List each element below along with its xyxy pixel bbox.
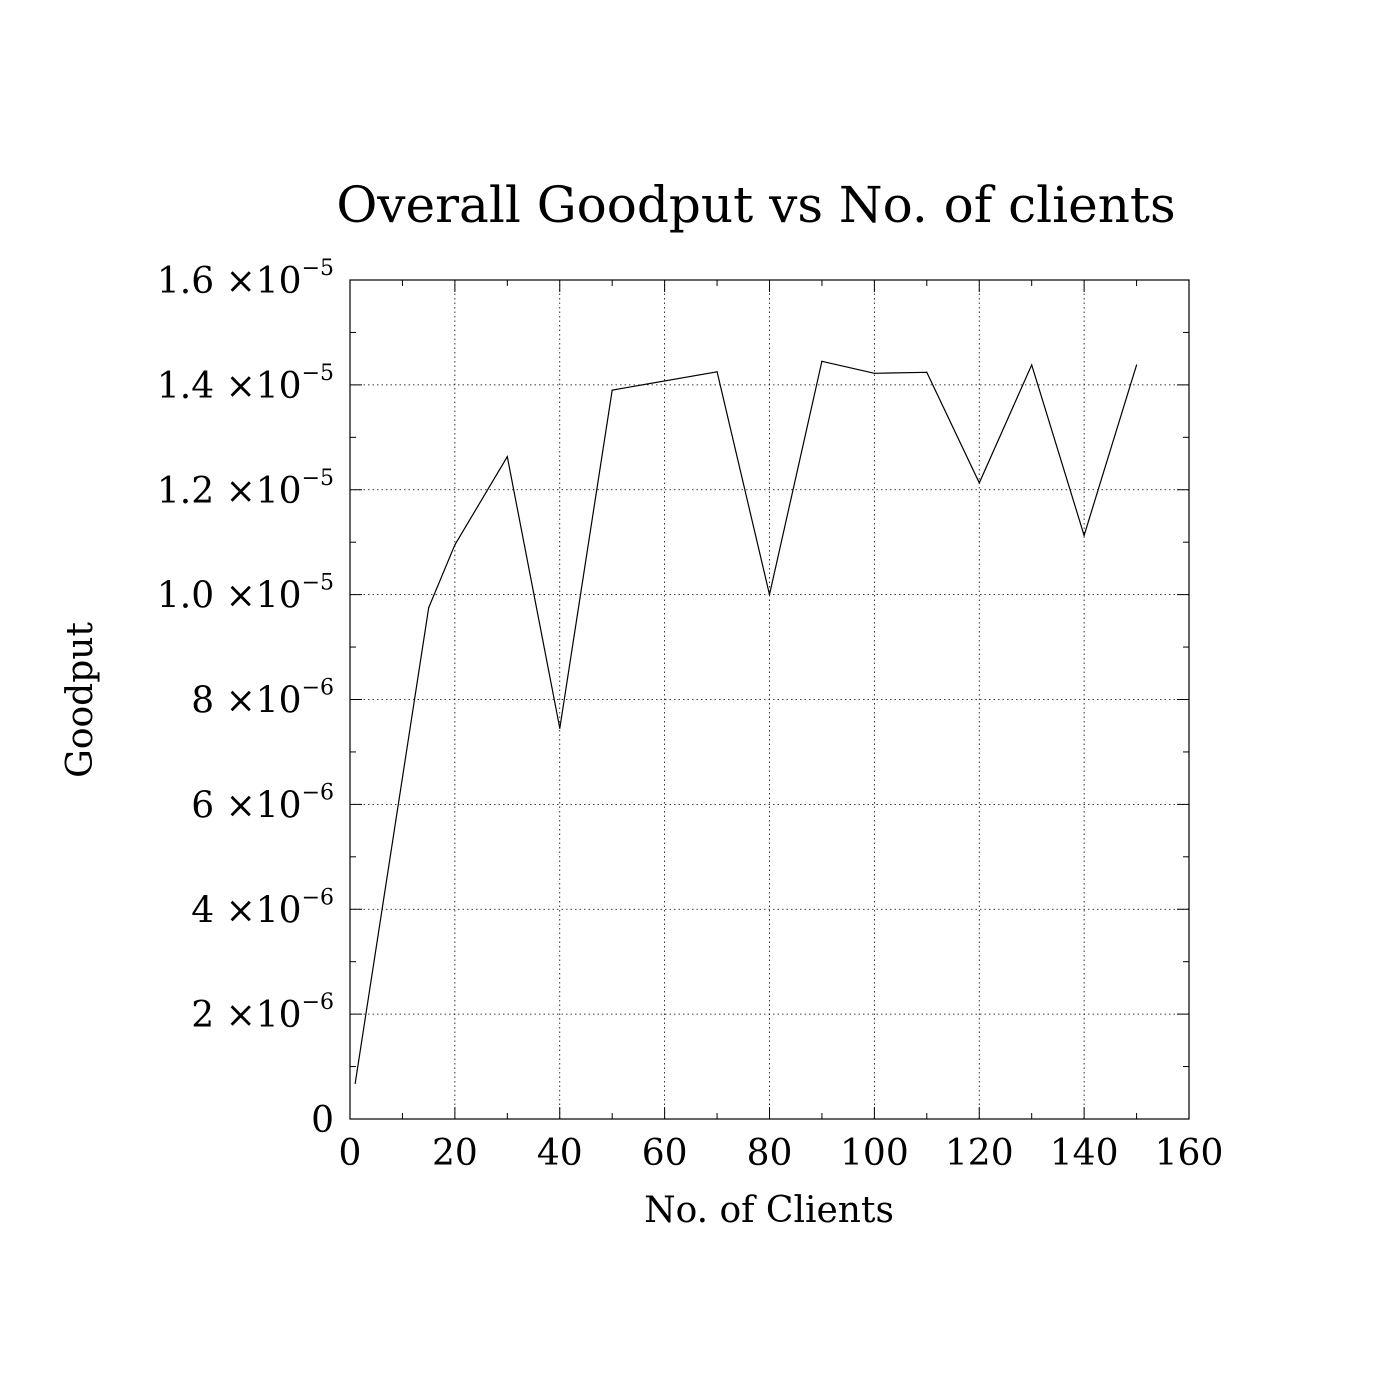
chart-title: Overall Goodput vs No. of clients (336, 176, 1175, 234)
data-point (873, 372, 875, 374)
data-point (978, 482, 980, 484)
x-axis-label: No. of Clients (644, 1190, 894, 1231)
data-point (428, 607, 430, 609)
y-tick-label: 0 (311, 1100, 334, 1141)
x-tick-label: 160 (1155, 1133, 1224, 1174)
data-point (926, 371, 928, 373)
x-tick-label: 120 (945, 1133, 1014, 1174)
data-point (1031, 364, 1033, 366)
y-tick-label: 4 ×10−6 (191, 885, 334, 931)
data-point (821, 360, 823, 362)
grid-lines (350, 280, 1189, 1119)
data-point (354, 1082, 356, 1084)
x-tick-labels: 0 20 40 60 80 100 120 140 160 (339, 1133, 1224, 1174)
x-tick-label: 100 (840, 1133, 909, 1174)
data-point (559, 727, 561, 729)
x-tick-label: 40 (537, 1133, 583, 1174)
y-tick-label: 6 ×10−6 (191, 780, 334, 826)
series-lines (354, 360, 1138, 1084)
y-axis-label: Goodput (60, 622, 101, 778)
x-tick-label: 20 (432, 1133, 478, 1174)
y-tick-label: 1.6 ×10−5 (157, 256, 334, 302)
x-tick-label: 60 (642, 1133, 688, 1174)
data-point (611, 389, 613, 391)
data-point (506, 456, 508, 458)
y-tick-label: 1.2 ×10−5 (157, 466, 334, 512)
y-tick-label: 1.0 ×10−5 (157, 571, 334, 617)
y-tick-labels: 0 2 ×10−6 4 ×10−6 6 ×10−6 8 ×10−6 1.0 ×10−5 1.… (157, 256, 334, 1141)
data-point (716, 371, 718, 373)
data-point (1083, 534, 1085, 536)
plot-frame (349, 279, 1190, 1120)
x-tick-label: 80 (747, 1133, 793, 1174)
data-point (1135, 364, 1138, 366)
data-point (768, 594, 771, 596)
data-point (454, 544, 456, 546)
y-tick-label: 1.4 ×10−5 (157, 361, 334, 407)
y-tick-label: 8 ×10−6 (191, 676, 334, 722)
x-tick-label: 0 (339, 1133, 362, 1174)
y-tick-label: 2 ×10−6 (191, 990, 334, 1036)
x-tick-label: 140 (1050, 1133, 1119, 1174)
